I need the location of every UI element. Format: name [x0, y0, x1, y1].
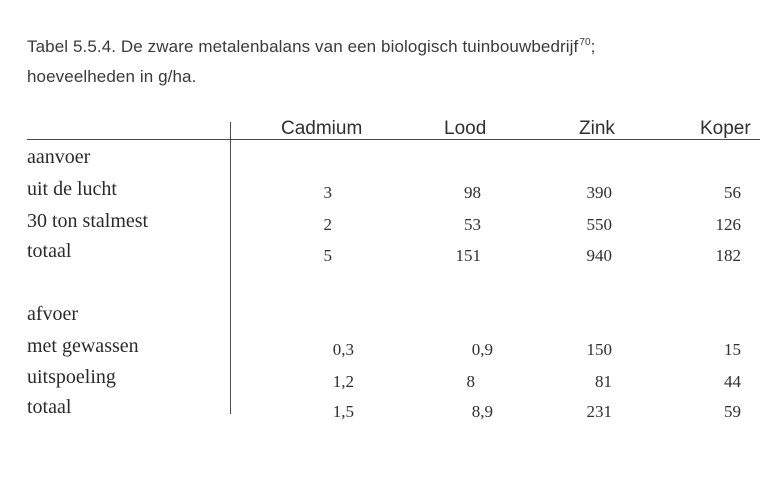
table-cell: 56: [724, 183, 741, 202]
row-label: met gewassen: [27, 335, 139, 357]
table-cell: 8,9: [471, 402, 493, 421]
table-cell: 81: [595, 372, 612, 391]
table-cell: 126: [715, 215, 742, 234]
table-cell: 44: [724, 372, 741, 391]
row-label: uitspoeling: [27, 366, 116, 388]
table-cell: 390: [586, 183, 613, 202]
column-header-lood: Lood: [444, 118, 487, 139]
table-cell: 8: [466, 372, 476, 391]
section-title-aanvoer: aanvoer: [27, 146, 91, 168]
column-header-koper: Koper: [700, 118, 751, 139]
section-title-afvoer: afvoer: [27, 303, 79, 325]
column-header-cadmium: Cadmium: [281, 118, 363, 139]
stub-divider: [230, 122, 231, 414]
table-cell: 0,3: [332, 340, 354, 359]
header-rule: [27, 139, 760, 140]
table-cell: 150: [586, 340, 613, 359]
table-cell: 940: [586, 246, 613, 265]
row-label: uit de lucht: [27, 178, 117, 200]
table-cell: 1,5: [332, 402, 354, 421]
row-label: 30 ton stalmest: [27, 210, 149, 232]
table-cell: 231: [586, 402, 613, 421]
caption-title: Tabel 5.5.4. De zware metalenbalans van …: [27, 37, 579, 56]
table-cell: 53: [464, 215, 481, 234]
table-cell: 151: [455, 246, 482, 265]
caption-line-1-end: ;: [590, 37, 596, 56]
footnote-marker: 70: [579, 37, 591, 48]
table-caption: Tabel 5.5.4. De zware metalenbalans van …: [27, 28, 596, 92]
table-cell: 182: [715, 246, 742, 265]
column-header-zink: Zink: [579, 118, 615, 139]
table-cell: 98: [464, 183, 481, 202]
table-cell: 2: [323, 215, 333, 234]
table-cell: 15: [724, 340, 741, 359]
table-cell: 3: [323, 183, 333, 202]
caption-line-2: hoeveelheden in g/ha.: [27, 67, 197, 86]
row-label: totaal: [27, 240, 72, 262]
table-cell: 59: [724, 402, 741, 421]
row-label: totaal: [27, 396, 72, 418]
table-cell: 550: [586, 215, 613, 234]
table-cell: 1,2: [332, 372, 354, 391]
table-cell: 5: [323, 246, 333, 265]
table-cell: 0,9: [471, 340, 493, 359]
caption-line-1: Tabel 5.5.4. De zware metalenbalans van …: [27, 28, 596, 62]
